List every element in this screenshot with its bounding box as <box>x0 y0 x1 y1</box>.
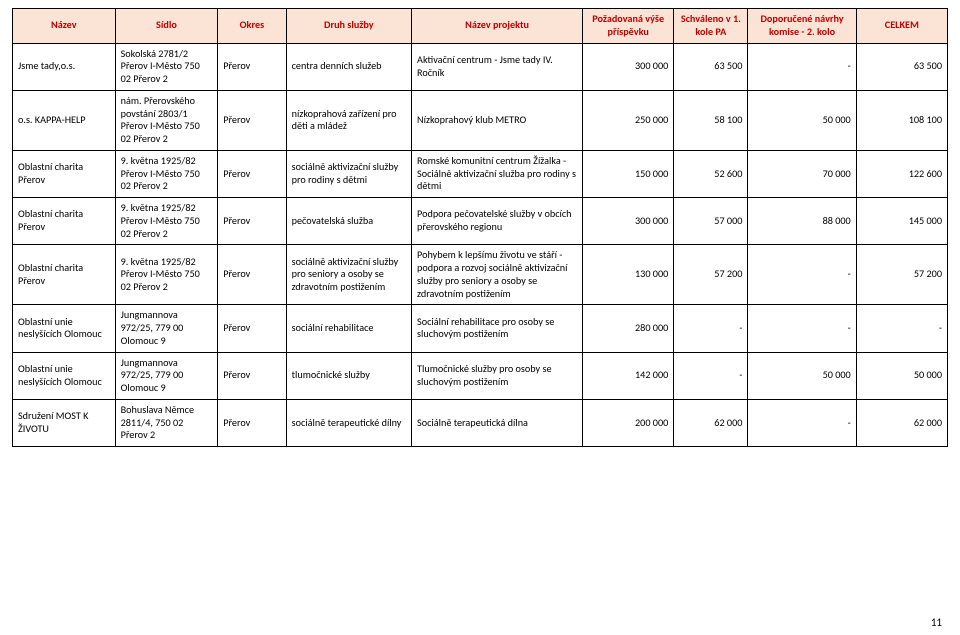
cell-celkem: 108 100 <box>856 90 947 150</box>
page: Název Sídlo Okres Druh služby Název proj… <box>0 0 960 635</box>
cell-pozad: 300 000 <box>583 43 674 90</box>
cell-dopor: - <box>748 399 856 446</box>
cell-dopor: 88 000 <box>748 198 856 245</box>
cell-pozad: 142 000 <box>583 352 674 399</box>
cell-nazev: o.s. KAPPA-HELP <box>13 90 116 150</box>
col-schv: Schváleno v 1. kole PA <box>674 9 748 44</box>
col-okres: Okres <box>218 9 286 44</box>
cell-druh: sociální rehabilitace <box>286 305 411 352</box>
col-projekt: Název projektu <box>412 9 583 44</box>
table-header-row: Název Sídlo Okres Druh služby Název proj… <box>13 9 948 44</box>
page-number: 11 <box>931 616 942 629</box>
cell-dopor: - <box>748 305 856 352</box>
cell-projekt: Podpora pečovatelské služby v obcích pře… <box>412 198 583 245</box>
cell-okres: Přerov <box>218 399 286 446</box>
table-row: Oblastní charita Přerov9. května 1925/82… <box>13 150 948 197</box>
cell-druh: sociálně aktivizační služby pro rodiny s… <box>286 150 411 197</box>
cell-pozad: 130 000 <box>583 245 674 305</box>
cell-nazev: Oblastní charita Přerov <box>13 245 116 305</box>
col-dopor: Doporučené návrhy komise - 2. kolo <box>748 9 856 44</box>
table-row: Oblastní charita Přerov9. května 1925/82… <box>13 198 948 245</box>
cell-sidlo: Jungmannova 972/25, 779 00 Olomouc 9 <box>115 352 218 399</box>
cell-sidlo: nám. Přerovského povstání 2803/1 Přerov … <box>115 90 218 150</box>
cell-dopor: - <box>748 245 856 305</box>
col-sidlo: Sídlo <box>115 9 218 44</box>
cell-sidlo: 9. května 1925/82 Přerov I-Město 750 02 … <box>115 198 218 245</box>
col-celkem: CELKEM <box>856 9 947 44</box>
cell-sidlo: Sokolská 2781/2 Přerov I-Město 750 02 Př… <box>115 43 218 90</box>
cell-okres: Přerov <box>218 305 286 352</box>
cell-schv: - <box>674 305 748 352</box>
cell-schv: 57 200 <box>674 245 748 305</box>
cell-nazev: Oblastní charita Přerov <box>13 198 116 245</box>
cell-celkem: - <box>856 305 947 352</box>
cell-projekt: Nízkoprahový klub METRO <box>412 90 583 150</box>
cell-dopor: 50 000 <box>748 352 856 399</box>
cell-celkem: 50 000 <box>856 352 947 399</box>
cell-druh: pečovatelská služba <box>286 198 411 245</box>
cell-projekt: Sociálně terapeutická dílna <box>412 399 583 446</box>
cell-celkem: 63 500 <box>856 43 947 90</box>
col-nazev: Název <box>13 9 116 44</box>
cell-druh: sociálně terapeutické dílny <box>286 399 411 446</box>
col-druh: Druh služby <box>286 9 411 44</box>
table-row: Oblastní unie neslyšících OlomoucJungman… <box>13 305 948 352</box>
cell-schv: 57 000 <box>674 198 748 245</box>
cell-projekt: Aktivační centrum - Jsme tady IV. Ročník <box>412 43 583 90</box>
cell-dopor: 70 000 <box>748 150 856 197</box>
cell-okres: Přerov <box>218 198 286 245</box>
cell-druh: centra denních služeb <box>286 43 411 90</box>
cell-celkem: 57 200 <box>856 245 947 305</box>
cell-nazev: Oblastní unie neslyšících Olomouc <box>13 305 116 352</box>
cell-nazev: Sdružení MOST K ŽIVOTU <box>13 399 116 446</box>
cell-nazev: Oblastní unie neslyšících Olomouc <box>13 352 116 399</box>
cell-schv: - <box>674 352 748 399</box>
cell-sidlo: Bohuslava Němce 2811/4, 750 02 Přerov 2 <box>115 399 218 446</box>
cell-schv: 52 600 <box>674 150 748 197</box>
cell-okres: Přerov <box>218 150 286 197</box>
cell-druh: sociálně aktivizační služby pro seniory … <box>286 245 411 305</box>
cell-pozad: 280 000 <box>583 305 674 352</box>
cell-projekt: Tlumočnické služby pro osoby se sluchový… <box>412 352 583 399</box>
cell-pozad: 200 000 <box>583 399 674 446</box>
table-row: Jsme tady,o.s.Sokolská 2781/2 Přerov I-M… <box>13 43 948 90</box>
cell-okres: Přerov <box>218 90 286 150</box>
cell-schv: 58 100 <box>674 90 748 150</box>
cell-nazev: Jsme tady,o.s. <box>13 43 116 90</box>
cell-celkem: 62 000 <box>856 399 947 446</box>
cell-projekt: Sociální rehabilitace pro osoby se sluch… <box>412 305 583 352</box>
col-pozad: Požadovaná výše příspěvku <box>583 9 674 44</box>
cell-okres: Přerov <box>218 43 286 90</box>
cell-druh: nízkoprahová zařízení pro děti a mládež <box>286 90 411 150</box>
cell-schv: 63 500 <box>674 43 748 90</box>
table-header: Název Sídlo Okres Druh služby Název proj… <box>13 9 948 44</box>
table-body: Jsme tady,o.s.Sokolská 2781/2 Přerov I-M… <box>13 43 948 447</box>
cell-nazev: Oblastní charita Přerov <box>13 150 116 197</box>
cell-projekt: Pohybem k lepšímu životu ve stáří - podp… <box>412 245 583 305</box>
cell-celkem: 145 000 <box>856 198 947 245</box>
cell-dopor: 50 000 <box>748 90 856 150</box>
cell-okres: Přerov <box>218 352 286 399</box>
cell-pozad: 250 000 <box>583 90 674 150</box>
cell-dopor: - <box>748 43 856 90</box>
cell-sidlo: 9. května 1925/82 Přerov I-Město 750 02 … <box>115 245 218 305</box>
table-row: Sdružení MOST K ŽIVOTUBohuslava Němce 28… <box>13 399 948 446</box>
cell-celkem: 122 600 <box>856 150 947 197</box>
cell-sidlo: Jungmannova 972/25, 779 00 Olomouc 9 <box>115 305 218 352</box>
cell-sidlo: 9. května 1925/82 Přerov I-Město 750 02 … <box>115 150 218 197</box>
cell-pozad: 150 000 <box>583 150 674 197</box>
grants-table: Název Sídlo Okres Druh služby Název proj… <box>12 8 948 447</box>
cell-schv: 62 000 <box>674 399 748 446</box>
table-row: Oblastní charita Přerov9. května 1925/82… <box>13 245 948 305</box>
cell-pozad: 300 000 <box>583 198 674 245</box>
cell-okres: Přerov <box>218 245 286 305</box>
table-row: o.s. KAPPA-HELPnám. Přerovského povstání… <box>13 90 948 150</box>
cell-druh: tlumočnické služby <box>286 352 411 399</box>
table-row: Oblastní unie neslyšících OlomoucJungman… <box>13 352 948 399</box>
cell-projekt: Romské komunitní centrum Žížalka - Sociá… <box>412 150 583 197</box>
